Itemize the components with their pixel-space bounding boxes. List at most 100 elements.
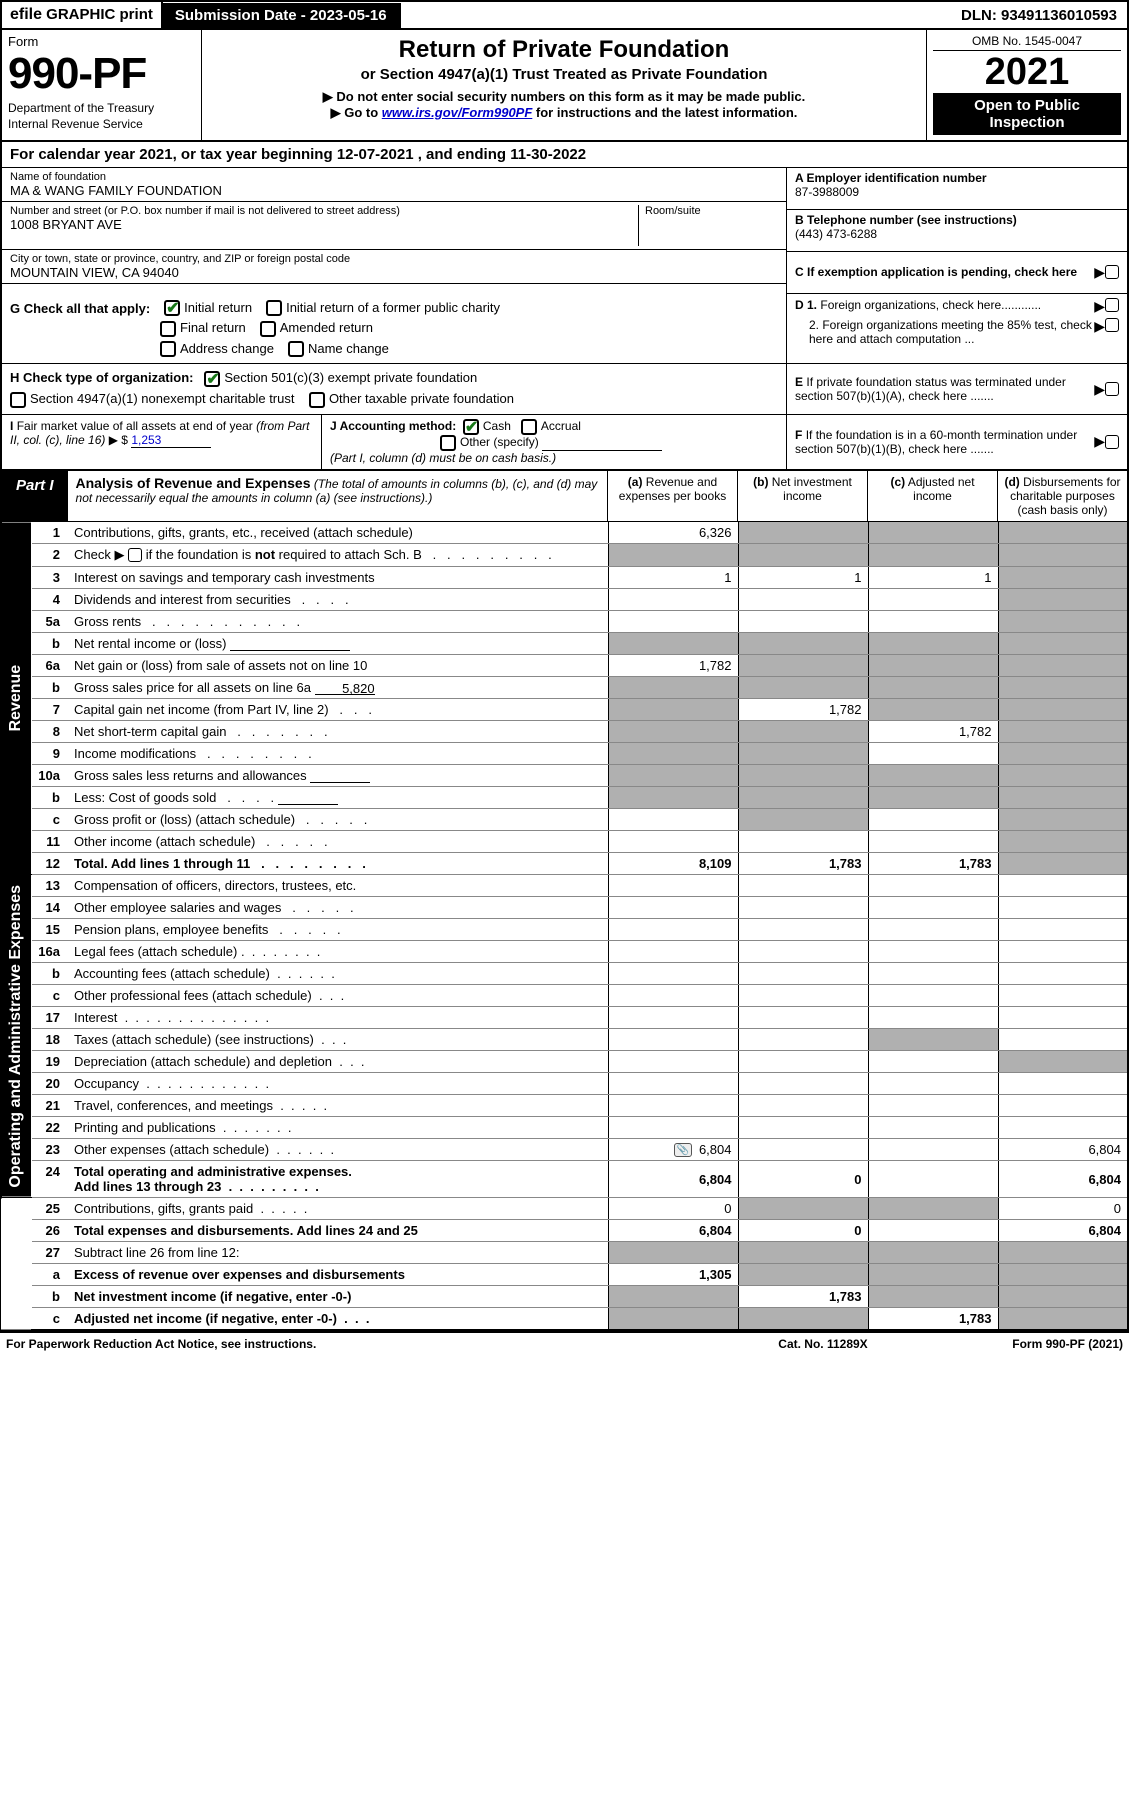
box-j: J Accounting method: Cash Accrual Other …: [322, 415, 787, 469]
table-row: 2 Check ▶ if the foundation is not requi…: [1, 543, 1128, 566]
table-row: 16aLegal fees (attach schedule) . . . . …: [1, 940, 1128, 962]
form-header: Form 990-PF Department of the Treasury I…: [0, 30, 1129, 142]
col-c-header: (c) Adjusted net income: [867, 471, 997, 521]
table-row: b Net rental income or (loss): [1, 632, 1128, 654]
form-subtitle: or Section 4947(a)(1) Trust Treated as P…: [210, 66, 918, 83]
street-address: 1008 BRYANT AVE: [10, 217, 638, 232]
calendar-year-row: For calendar year 2021, or tax year begi…: [0, 142, 1129, 168]
efile-word: efile: [10, 6, 42, 23]
efile-print-label[interactable]: efile GRAPHIC print: [2, 2, 163, 28]
box-d: D 1. D 1. Foreign organizations, check h…: [787, 294, 1127, 364]
box-c-checkbox[interactable]: [1105, 265, 1119, 279]
table-row: 22Printing and publications . . . . . . …: [1, 1116, 1128, 1138]
box-e-checkbox[interactable]: [1105, 382, 1119, 396]
footer-catalog: Cat. No. 11289X: [723, 1337, 923, 1351]
box-d1-checkbox[interactable]: [1105, 298, 1119, 312]
checkbox-other-method[interactable]: [440, 435, 456, 451]
row-i-j-f: I I Fair market value of all assets at e…: [0, 415, 1129, 471]
table-row: 18Taxes (attach schedule) (see instructi…: [1, 1028, 1128, 1050]
dept-irs: Internal Revenue Service: [8, 117, 193, 131]
row-h-e: H Check type of organization: Section 50…: [0, 364, 1129, 414]
table-row: 15Pension plans, employee benefits . . .…: [1, 918, 1128, 940]
top-bar: efile GRAPHIC print Submission Date - 20…: [0, 0, 1129, 30]
box-h: H Check type of organization: Section 50…: [2, 364, 787, 413]
dept-treasury: Department of the Treasury: [8, 101, 193, 115]
box-e: E E If private foundation status was ter…: [787, 364, 1127, 413]
table-row: 9 Income modifications . . . . . . . .: [1, 742, 1128, 764]
table-row: 3 Interest on savings and temporary cash…: [1, 566, 1128, 588]
box-d2-checkbox[interactable]: [1105, 318, 1119, 332]
table-row: b Net investment income (if negative, en…: [1, 1286, 1128, 1308]
form-word: Form: [8, 34, 193, 49]
form-title: Return of Private Foundation: [210, 36, 918, 64]
checkbox-4947[interactable]: [10, 392, 26, 408]
ein-value: 87-3988009: [795, 185, 1119, 199]
table-row: 24 Total operating and administrative ex…: [1, 1161, 1128, 1198]
row-g-d: G Check all that apply: Initial return I…: [0, 294, 1129, 365]
checkbox-name-change[interactable]: [288, 341, 304, 357]
table-row: b Gross sales price for all assets on li…: [1, 676, 1128, 698]
box-g: G Check all that apply: Initial return I…: [2, 294, 787, 364]
attachment-icon[interactable]: 📎: [674, 1143, 692, 1157]
entity-info-right: A Employer identification number 87-3988…: [787, 168, 1127, 294]
checkbox-initial-return[interactable]: [164, 300, 180, 316]
omb-number: OMB No. 1545-0047: [933, 34, 1121, 51]
checkbox-address-change[interactable]: [160, 341, 176, 357]
table-row: 7 Capital gain net income (from Part IV,…: [1, 698, 1128, 720]
checkbox-amended-return[interactable]: [260, 321, 276, 337]
table-row: Revenue 1 Contributions, gifts, grants, …: [1, 522, 1128, 544]
page-footer: For Paperwork Reduction Act Notice, see …: [0, 1331, 1129, 1351]
table-row: 27 Subtract line 26 from line 12:: [1, 1242, 1128, 1264]
arrow-icon: ▶: [1094, 264, 1105, 281]
tax-year: 2021: [933, 53, 1121, 91]
box-f: F F If the foundation is in a 60-month t…: [787, 415, 1127, 469]
phone-cell: B Telephone number (see instructions) (4…: [787, 210, 1127, 252]
open-public-badge: Open to Public Inspection: [933, 93, 1121, 135]
city-state-zip: MOUNTAIN VIEW, CA 94040: [10, 265, 778, 280]
table-row: 11 Other income (attach schedule) . . . …: [1, 830, 1128, 852]
table-row: c Adjusted net income (if negative, ente…: [1, 1308, 1128, 1331]
checkbox-final-return[interactable]: [160, 321, 176, 337]
table-row: 20Occupancy . . . . . . . . . . . .: [1, 1072, 1128, 1094]
fmv-value: 1,253: [131, 433, 211, 448]
table-row: 12 Total. Add lines 1 through 11 . . . .…: [1, 852, 1128, 874]
box-i: I I Fair market value of all assets at e…: [2, 415, 322, 469]
table-row: 23 Other expenses (attach schedule) . . …: [1, 1138, 1128, 1161]
col-b-header: (b) Net investment income: [737, 471, 867, 521]
table-row: 26 Total expenses and disbursements. Add…: [1, 1220, 1128, 1242]
entity-info-left: Name of foundation MA & WANG FAMILY FOUN…: [2, 168, 787, 294]
phone-value: (443) 473-6288: [795, 227, 1119, 241]
col-d-header: (d) Disbursements for charitable purpose…: [997, 471, 1127, 521]
table-row: 5a Gross rents . . . . . . . . . . .: [1, 610, 1128, 632]
checkbox-other-taxable[interactable]: [309, 392, 325, 408]
r1-a: 6,326: [608, 522, 738, 544]
expenses-side-label: Operating and Administrative Expenses: [1, 874, 32, 1198]
checkbox-accrual[interactable]: [521, 419, 537, 435]
foundation-name: MA & WANG FAMILY FOUNDATION: [10, 183, 778, 198]
table-row: c Gross profit or (loss) (attach schedul…: [1, 808, 1128, 830]
table-row: 17Interest . . . . . . . . . . . . . .: [1, 1006, 1128, 1028]
box-c-cell: C If exemption application is pending, c…: [787, 252, 1127, 294]
instruction-line-1: ▶ Do not enter social security numbers o…: [210, 89, 918, 105]
form-number: 990-PF: [8, 49, 193, 99]
table-row: 14Other employee salaries and wages . . …: [1, 896, 1128, 918]
ein-cell: A Employer identification number 87-3988…: [787, 168, 1127, 210]
part-1-tag: Part I: [2, 471, 68, 521]
part-1-header: Part I Analysis of Revenue and Expenses …: [0, 471, 1129, 522]
checkbox-sch-b[interactable]: [128, 548, 142, 562]
tax-year-end: 11-30-2022: [510, 146, 586, 163]
form-instructions-link[interactable]: www.irs.gov/Form990PF: [382, 105, 533, 120]
table-row: 25 Contributions, gifts, grants paid . .…: [1, 1198, 1128, 1220]
checkbox-501c3[interactable]: [204, 371, 220, 387]
checkbox-cash[interactable]: [463, 419, 479, 435]
entity-info-block: Name of foundation MA & WANG FAMILY FOUN…: [0, 168, 1129, 294]
footer-left: For Paperwork Reduction Act Notice, see …: [6, 1337, 723, 1351]
part-1-desc: Analysis of Revenue and Expenses (The to…: [68, 471, 607, 521]
address-cell: Number and street (or P.O. box number if…: [2, 202, 786, 250]
table-row: 21Travel, conferences, and meetings . . …: [1, 1094, 1128, 1116]
header-mid: Return of Private Foundation or Section …: [202, 30, 927, 140]
foundation-name-cell: Name of foundation MA & WANG FAMILY FOUN…: [2, 168, 786, 202]
part-1-table: Revenue 1 Contributions, gifts, grants, …: [0, 522, 1129, 1332]
box-f-checkbox[interactable]: [1105, 435, 1119, 449]
checkbox-initial-former[interactable]: [266, 300, 282, 316]
